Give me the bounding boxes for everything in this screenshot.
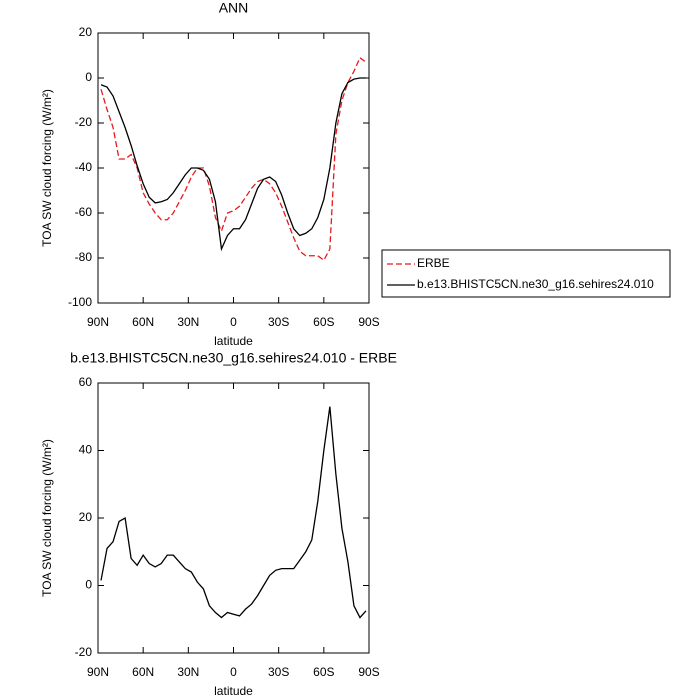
x-tick-label: 30S [268,315,289,329]
legend-box [381,249,671,298]
x-axis-label: latitude [214,334,253,348]
x-axis-label: latitude [214,684,253,698]
data-line [100,406,367,619]
x-tick-label: 60N [132,665,154,679]
x-tick-label: 90S [358,315,379,329]
y-tick-label: -60 [75,205,93,219]
y-tick-label: -100 [68,295,92,309]
x-tick-label: 60S [313,665,334,679]
y-tick-label: -20 [75,115,93,129]
x-tick-label: 90N [87,665,109,679]
data-line [100,77,366,252]
y-tick-label: -40 [75,160,93,174]
x-tick-label: 90S [358,665,379,679]
x-tick-label: 0 [230,315,237,329]
y-tick-label: 0 [85,70,92,84]
y-tick-label: 60 [79,375,93,389]
y-tick-label: -20 [75,645,93,659]
y-tick-label: 40 [79,443,93,457]
plot-frame [97,382,370,654]
x-tick-label: 90N [87,315,109,329]
chart-title: b.e13.BHISTC5CN.ne30_g16.sehires24.010 -… [70,350,397,366]
y-tick-label: -80 [75,250,93,264]
y-tick-label: 20 [79,510,93,524]
x-tick-label: 30N [177,665,199,679]
data-line [100,56,367,262]
chart-title: ANN [219,0,249,16]
x-tick-label: 60N [132,315,154,329]
x-tick-label: 30S [268,665,289,679]
y-axis-label: TOA SW cloud forcing (W/m²) [40,89,54,247]
y-tick-label: 20 [79,25,93,39]
legend-label: b.e13.BHISTC5CN.ne30_g16.sehires24.010 [417,277,654,291]
legend: ERBE b.e13.BHISTC5CN.ne30_g16.sehires24.0… [381,249,671,298]
x-tick-label: 0 [230,665,237,679]
y-axis-label: TOA SW cloud forcing (W/m²) [40,439,54,597]
plot-frame [97,32,370,304]
y-tick-label: 0 [85,578,92,592]
x-tick-label: 30N [177,315,199,329]
x-tick-label: 60S [313,315,334,329]
legend-label: ERBE [417,256,450,270]
